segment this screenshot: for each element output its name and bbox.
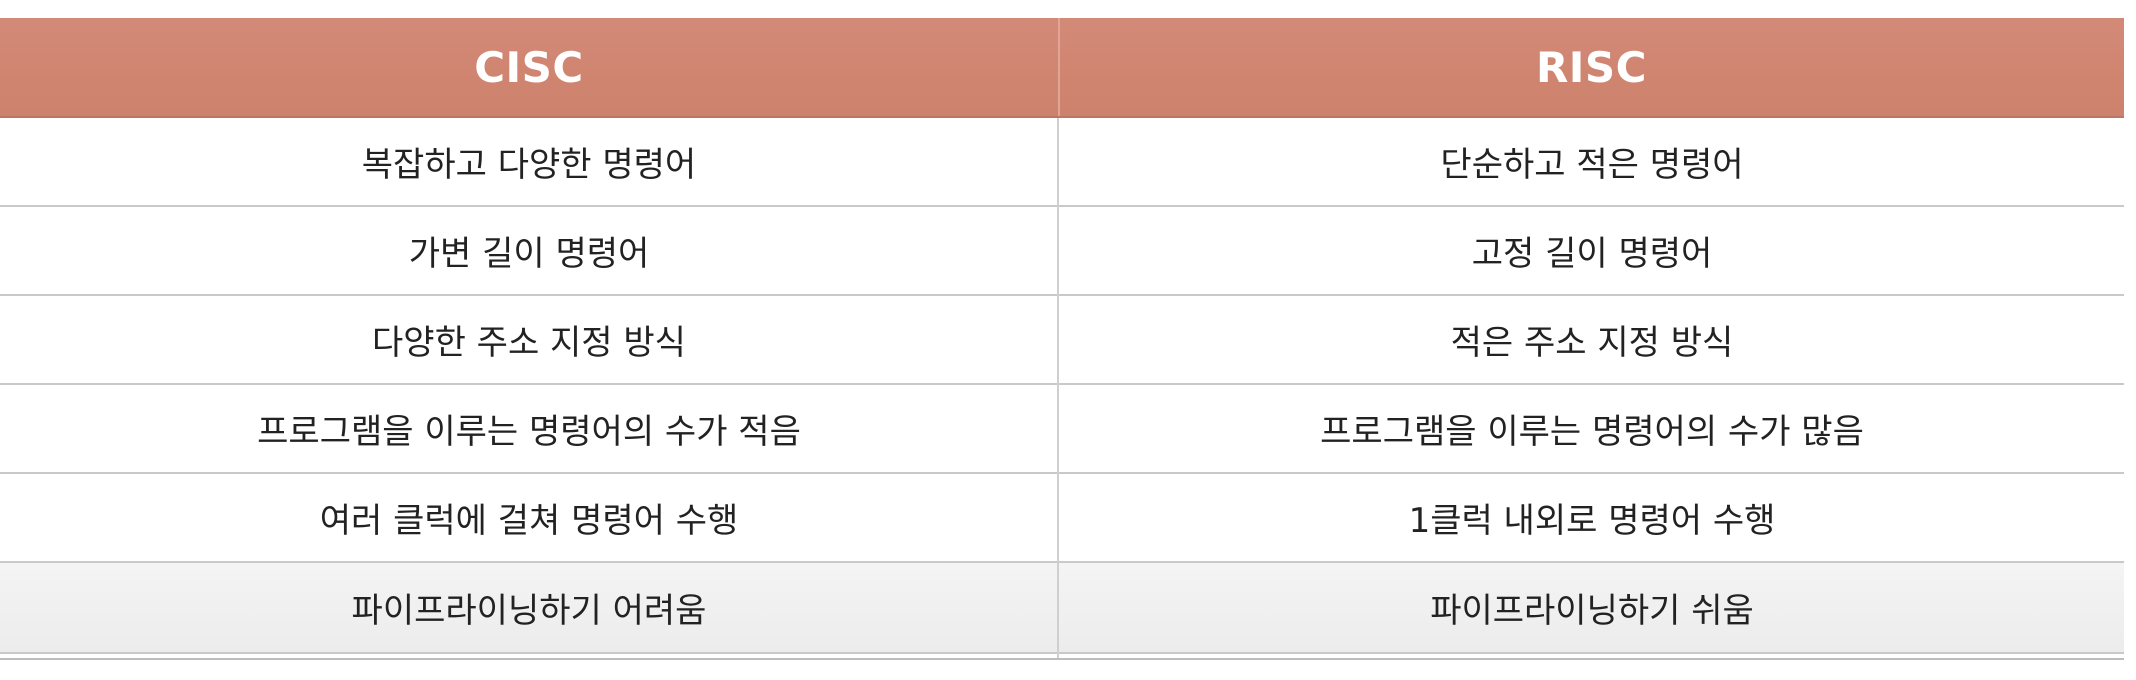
table-body: 복잡하고 다양한 명령어 단순하고 적은 명령어 가변 길이 명령어 고정 길이… [0, 118, 2124, 654]
table-row: 여러 클럭에 걸쳐 명령어 수행 1클럭 내외로 명령어 수행 [0, 474, 2124, 563]
cisc-cell: 파이프라이닝하기 어려움 [351, 591, 707, 631]
table-row: 가변 길이 명령어 고정 길이 명령어 [0, 207, 2124, 296]
cisc-cell: 여러 클럭에 걸쳐 명령어 수행 [319, 501, 739, 541]
comparison-table: CISC RISC 복잡하고 다양한 명령어 단순하고 적은 명령어 가변 길이… [0, 18, 2124, 660]
table-row: 프로그램을 이루는 명령어의 수가 적음 프로그램을 이루는 명령어의 수가 많… [0, 385, 2124, 474]
header-divider [1058, 18, 1060, 116]
risc-cell: 적은 주소 지정 방식 [1450, 323, 1734, 363]
risc-cell: 프로그램을 이루는 명령어의 수가 많음 [1320, 412, 1864, 452]
header-risc: RISC [1535, 42, 1648, 92]
cisc-cell: 복잡하고 다양한 명령어 [361, 145, 697, 185]
column-divider [1057, 118, 1059, 658]
risc-cell: 파이프라이닝하기 쉬움 [1430, 591, 1754, 631]
risc-cell: 1클럭 내외로 명령어 수행 [1408, 501, 1776, 541]
table-bottom-border [0, 658, 2124, 660]
header-cisc: CISC [474, 42, 584, 92]
risc-cell: 단순하고 적은 명령어 [1440, 145, 1744, 185]
risc-cell: 고정 길이 명령어 [1471, 234, 1713, 274]
table-header-row: CISC RISC [0, 18, 2124, 118]
cisc-cell: 프로그램을 이루는 명령어의 수가 적음 [257, 412, 801, 452]
cisc-cell: 가변 길이 명령어 [408, 234, 650, 274]
cisc-cell: 다양한 주소 지정 방식 [372, 323, 686, 363]
table-row: 다양한 주소 지정 방식 적은 주소 지정 방식 [0, 296, 2124, 385]
table-row: 파이프라이닝하기 어려움 파이프라이닝하기 쉬움 [0, 563, 2124, 654]
table-row: 복잡하고 다양한 명령어 단순하고 적은 명령어 [0, 118, 2124, 207]
